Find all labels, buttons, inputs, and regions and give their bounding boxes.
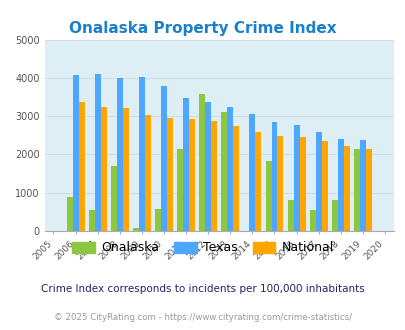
Bar <box>132 228 139 231</box>
Bar <box>89 210 94 231</box>
Bar <box>365 149 371 231</box>
Bar <box>315 132 321 231</box>
Bar <box>117 78 122 231</box>
Bar <box>66 197 72 231</box>
Bar <box>309 210 315 231</box>
Bar <box>271 122 277 231</box>
Bar <box>233 126 239 231</box>
Bar <box>221 112 227 231</box>
Bar <box>177 149 183 231</box>
Bar <box>205 102 211 231</box>
Bar <box>189 119 194 231</box>
Bar <box>265 161 271 231</box>
Text: Onalaska Property Crime Index: Onalaska Property Crime Index <box>69 21 336 36</box>
Bar <box>249 114 255 231</box>
Bar <box>277 136 283 231</box>
Bar <box>293 125 299 231</box>
Bar <box>359 140 365 231</box>
Bar <box>343 147 349 231</box>
Bar <box>100 107 107 231</box>
Bar <box>139 77 145 231</box>
Bar <box>211 121 217 231</box>
Bar <box>145 115 151 231</box>
Bar <box>166 118 173 231</box>
Bar <box>353 149 359 231</box>
Text: © 2025 CityRating.com - https://www.cityrating.com/crime-statistics/: © 2025 CityRating.com - https://www.city… <box>54 313 351 322</box>
Bar <box>227 107 233 231</box>
Bar <box>337 139 343 231</box>
Bar <box>331 200 337 231</box>
Bar <box>79 102 84 231</box>
Bar <box>122 108 128 231</box>
Legend: Onalaska, Texas, National: Onalaska, Texas, National <box>67 236 338 259</box>
Bar <box>287 200 293 231</box>
Bar <box>161 86 166 231</box>
Bar <box>299 137 305 231</box>
Bar <box>155 209 161 231</box>
Bar <box>255 132 261 231</box>
Bar <box>321 141 327 231</box>
Bar <box>72 75 79 231</box>
Bar <box>94 74 100 231</box>
Text: Crime Index corresponds to incidents per 100,000 inhabitants: Crime Index corresponds to incidents per… <box>41 284 364 294</box>
Bar <box>111 166 117 231</box>
Bar <box>199 94 205 231</box>
Bar <box>183 98 189 231</box>
